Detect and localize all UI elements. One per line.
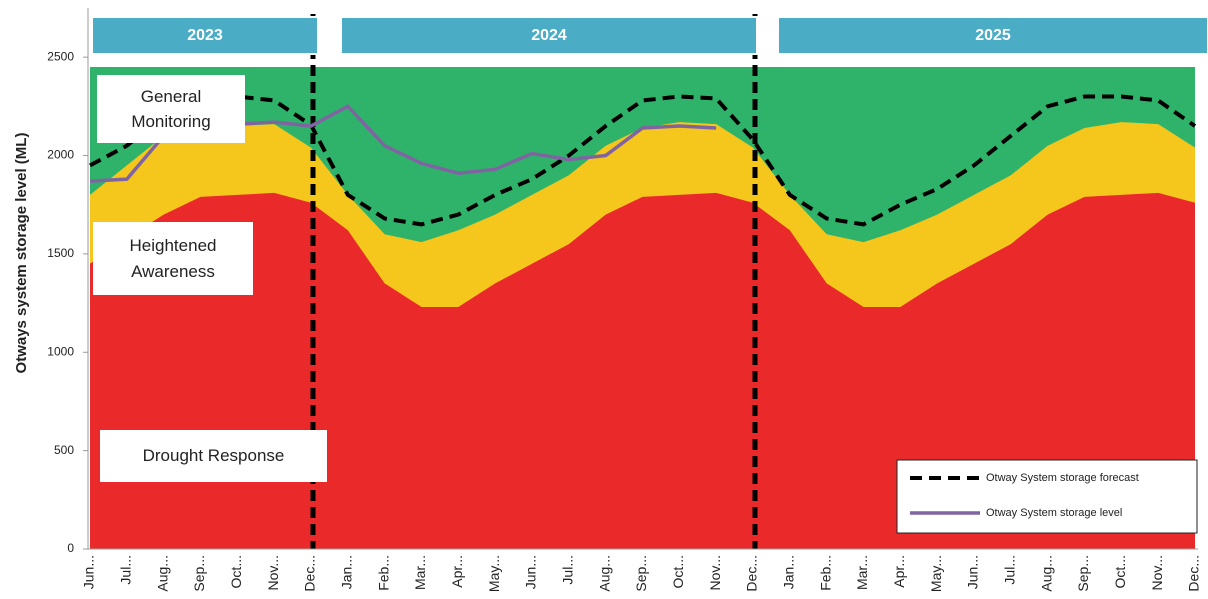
x-tick-label: Apr... [891, 555, 907, 588]
x-tick-label: Jan... [781, 555, 797, 589]
x-tick-label: Oct... [1112, 555, 1128, 588]
x-tick-label: Jan... [339, 555, 355, 589]
year-header [91, 16, 319, 55]
x-tick-label: Mar... [412, 555, 428, 590]
x-tick-label: Dec... [1186, 555, 1202, 592]
x-tick-label: Jun... [523, 555, 539, 589]
band-label: Drought Response [100, 430, 327, 482]
y-tick-label: 0 [67, 541, 74, 555]
y-axis-label: Otways system storage level (ML) [13, 133, 30, 374]
x-tick-label: Dec... [744, 555, 760, 592]
band-label: Heightened Awareness [93, 222, 253, 295]
x-tick-label: Sep... [1075, 555, 1091, 592]
year-label: 2023 [187, 27, 223, 44]
x-tick-label: Aug... [1038, 555, 1054, 592]
x-tick-label: Nov... [707, 555, 723, 591]
x-tick-label: May... [928, 555, 944, 592]
x-tick-label: Oct... [670, 555, 686, 588]
x-tick-label: Aug... [154, 555, 170, 592]
y-tick-label: 500 [54, 443, 74, 457]
x-tick-label: Feb... [375, 555, 391, 591]
x-tick-label: May... [486, 555, 502, 592]
x-tick-label: Oct... [228, 555, 244, 588]
x-tick-label: Mar... [854, 555, 870, 590]
legend-label: Otway System storage level [986, 507, 1122, 519]
x-tick-label: Sep... [633, 555, 649, 592]
y-tick-label: 2500 [47, 49, 74, 63]
x-tick-label: Jul... [118, 555, 134, 585]
y-tick-label: 1000 [47, 344, 74, 358]
x-tick-label: Nov... [1149, 555, 1165, 591]
x-tick-label: Aug... [596, 555, 612, 592]
year-label: 2025 [975, 27, 1011, 44]
x-tick-label: Jul... [560, 555, 576, 585]
legend-box [896, 459, 1198, 534]
legend-label: Otway System storage forecast [986, 472, 1139, 484]
x-tick-label: Sep... [191, 555, 207, 592]
x-tick-label: Jul... [1002, 555, 1018, 585]
y-tick-label: 2000 [47, 148, 74, 162]
x-tick-label: Jun... [965, 555, 981, 589]
year-header [777, 16, 1208, 55]
x-tick-label: Dec... [302, 555, 318, 592]
year-label: 2024 [531, 27, 567, 44]
band-label: General Monitoring [97, 75, 245, 143]
year-header [340, 16, 758, 55]
series-line [89, 94, 1197, 227]
y-tick-label: 1500 [47, 246, 74, 260]
x-tick-label: Nov... [265, 555, 281, 591]
x-tick-label: Apr... [449, 555, 465, 588]
x-tick-label: Feb... [817, 555, 833, 591]
x-tick-label: Jun... [81, 555, 97, 589]
